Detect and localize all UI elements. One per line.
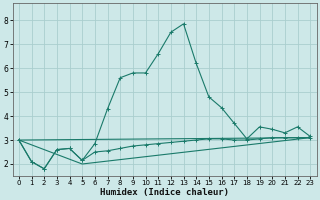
X-axis label: Humidex (Indice chaleur): Humidex (Indice chaleur) (100, 188, 229, 197)
